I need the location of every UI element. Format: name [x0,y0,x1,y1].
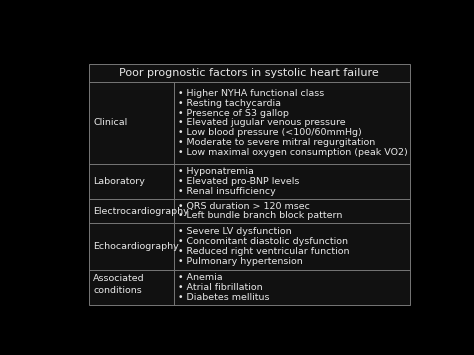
Bar [89,65,410,305]
Text: • Low blood pressure (<100/60mmHg): • Low blood pressure (<100/60mmHg) [178,128,362,137]
Text: • Renal insufficiency: • Renal insufficiency [178,187,276,196]
Text: • QRS duration > 120 msec: • QRS duration > 120 msec [178,202,310,211]
Text: • Resting tachycardia: • Resting tachycardia [178,99,281,108]
Text: • Elevated jugular venous pressure: • Elevated jugular venous pressure [178,119,346,127]
Bar [89,65,410,305]
Text: • Moderate to severe mitral regurgitation: • Moderate to severe mitral regurgitatio… [178,138,375,147]
Text: • Left bundle branch block pattern: • Left bundle branch block pattern [178,212,343,220]
Text: • Higher NYHA functional class: • Higher NYHA functional class [178,89,325,98]
Text: • Hyponatremia: • Hyponatremia [178,167,254,176]
Text: • Elevated pro-BNP levels: • Elevated pro-BNP levels [178,177,300,186]
Text: • Low maximal oxygen consumption (peak VO2): • Low maximal oxygen consumption (peak V… [178,148,408,157]
Text: Clinical: Clinical [93,119,128,127]
Text: • Diabetes mellitus: • Diabetes mellitus [178,293,270,302]
Text: Associated
conditions: Associated conditions [93,274,145,295]
Text: • Reduced right ventricular function: • Reduced right ventricular function [178,247,350,256]
Text: • Presence of S3 gallop: • Presence of S3 gallop [178,109,289,118]
Text: • Pulmonary hypertension: • Pulmonary hypertension [178,257,303,266]
Text: Electrocardiography: Electrocardiography [93,207,189,215]
Text: • Atrial fibrillation: • Atrial fibrillation [178,283,263,292]
Text: • Anemia: • Anemia [178,273,223,282]
Text: Poor prognostic factors in systolic heart failure: Poor prognostic factors in systolic hear… [119,68,379,78]
Text: Echocardiography: Echocardiography [93,242,179,251]
Text: • Concomitant diastolic dysfunction: • Concomitant diastolic dysfunction [178,237,348,246]
Text: Laboratory: Laboratory [93,177,146,186]
Text: • Severe LV dysfunction: • Severe LV dysfunction [178,227,292,236]
